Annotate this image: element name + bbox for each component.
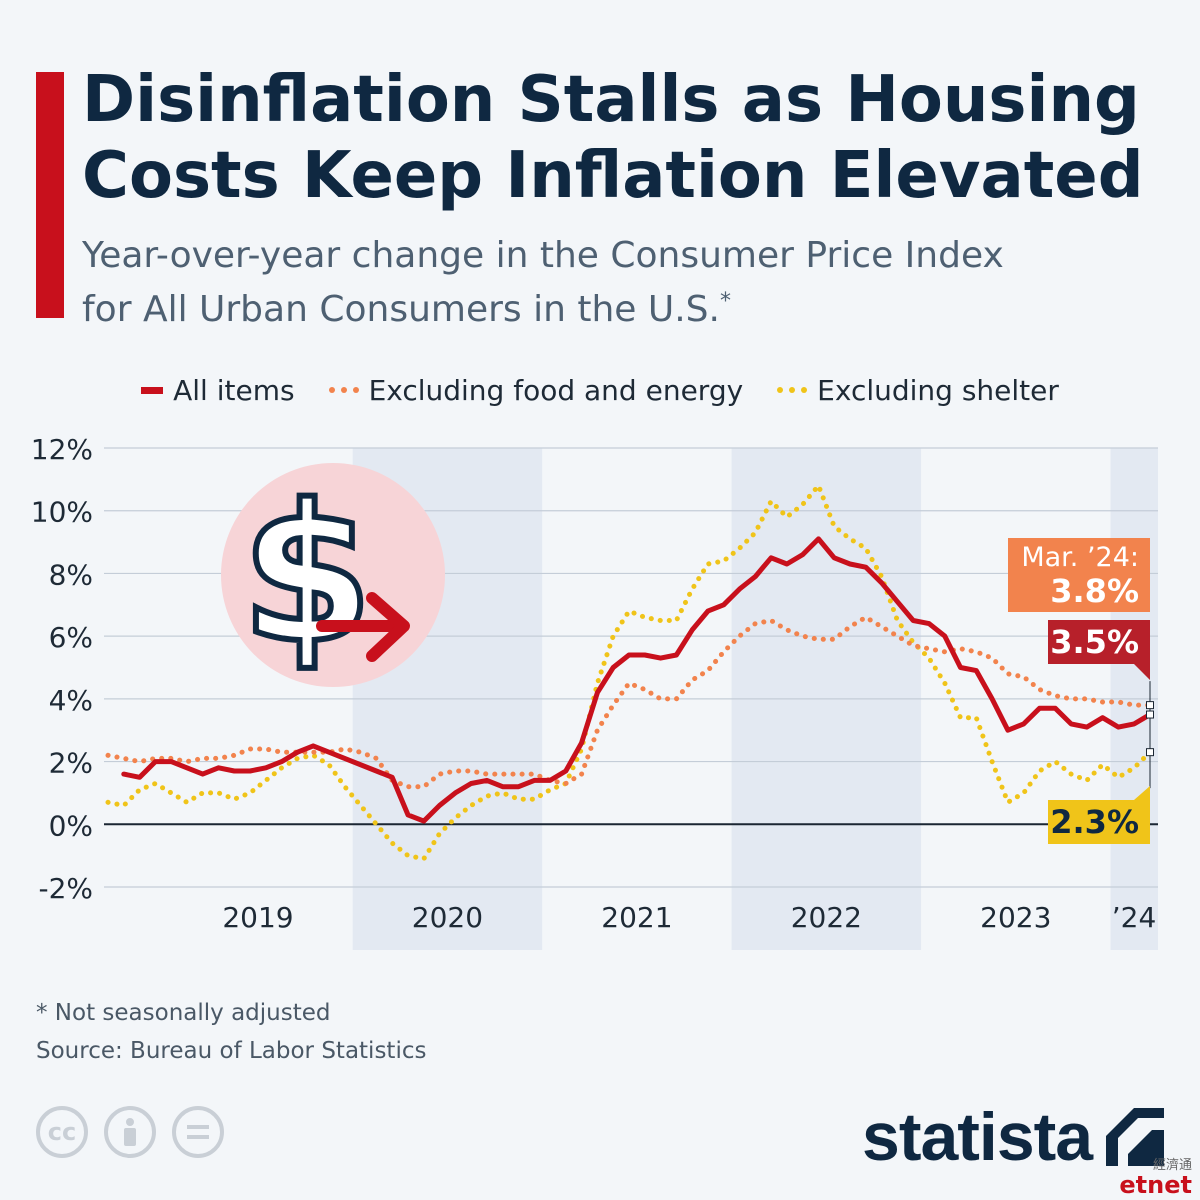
legend-item-all-items: All items (141, 373, 295, 407)
callout-all-value: 3.5% (1050, 623, 1139, 661)
callout-core-box (1008, 538, 1150, 612)
all-items-line (121, 536, 1153, 824)
legend-label-all-items: All items (173, 373, 295, 407)
end-marker-all-items-line (1146, 710, 1154, 719)
cpi-line-chart: 12% 10% 8% 6% 4% 2% 0% -2% 2019 2020 2021 2022 2023 ’… (31, 433, 1158, 950)
x-tick-label: 2021 (601, 901, 672, 934)
callout-core-value: 3.8% (1050, 572, 1139, 610)
callout-all-items: 3.5% (1048, 620, 1150, 680)
callout-ex-shelter: 2.3% (1048, 786, 1150, 844)
legend-swatch-all-items (141, 386, 164, 394)
y-tick-label: 4% (49, 684, 93, 717)
legend-swatch-ex-shelter (777, 387, 808, 393)
subtitle: Year-over-year change in the Consumer Pr… (82, 233, 1082, 333)
x-tick-label: 2019 (222, 901, 293, 934)
callout-core-label: Mar. ’24: (1021, 542, 1139, 573)
statista-logo-icon[interactable] (1104, 1106, 1166, 1168)
callout-shelter-box (1048, 786, 1150, 844)
watermark-chinese: 經濟通 (1152, 1158, 1192, 1173)
legend-swatch-core (328, 387, 359, 393)
footnote: * Not seasonally adjusted (36, 1000, 331, 1026)
license-icons: cc (36, 1106, 224, 1158)
cc-icon[interactable]: cc (36, 1106, 88, 1158)
page-title: Disinflation Stalls as Housing Costs Kee… (82, 63, 1144, 213)
callout-shelter-value: 2.3% (1050, 803, 1139, 841)
subtitle-line-1: Year-over-year change in the Consumer Pr… (82, 235, 1004, 276)
y-tick-label: 10% (31, 496, 93, 529)
callout-core: Mar. ’24:3.8% (1008, 538, 1150, 612)
end-marker-core-line (1146, 701, 1154, 710)
no-derivatives-icon[interactable] (172, 1106, 224, 1158)
attribution-icon[interactable] (104, 1106, 156, 1158)
y-tick-label: 6% (49, 621, 93, 654)
x-tick-label: 2022 (791, 901, 862, 934)
x-tick-label: 2020 (412, 901, 483, 934)
chart-legend: All items Excluding food and energy Excl… (0, 370, 1200, 410)
y-tick-label: 8% (49, 558, 93, 591)
callout-all-box (1048, 620, 1150, 680)
x-tick-label: ’24 (1112, 901, 1157, 934)
watermark-etnet: etnet (1119, 1171, 1192, 1199)
statista-wordmark[interactable]: statista (862, 1099, 1093, 1175)
legend-item-core: Excluding food and energy (328, 373, 744, 407)
arrow-right-head (366, 592, 410, 662)
y-tick-label: -2% (38, 872, 93, 905)
etnet-watermark: 經濟通 etnet (1118, 1154, 1192, 1197)
dollar-icon: $ (241, 464, 373, 685)
x-tick-label: 2023 (980, 901, 1051, 934)
legend-item-ex-shelter: Excluding shelter (777, 374, 1059, 407)
y-tick-label: 0% (49, 809, 93, 842)
y-tick-label: 12% (31, 433, 93, 466)
ex-shelter-line (105, 483, 1153, 862)
y-tick-label: 2% (49, 747, 93, 780)
legend-label-ex-shelter: Excluding shelter (817, 373, 1059, 407)
end-marker-ex-shelter-line (1146, 748, 1154, 757)
source-note: Source: Bureau of Labor Statistics (36, 1038, 427, 1064)
subtitle-footnote-marker: * (719, 289, 731, 314)
subtitle-line-2: for All Urban Consumers in the U.S. (82, 289, 720, 330)
title-accent-bar (36, 72, 64, 318)
legend-label-core: Excluding food and energy (368, 373, 744, 407)
